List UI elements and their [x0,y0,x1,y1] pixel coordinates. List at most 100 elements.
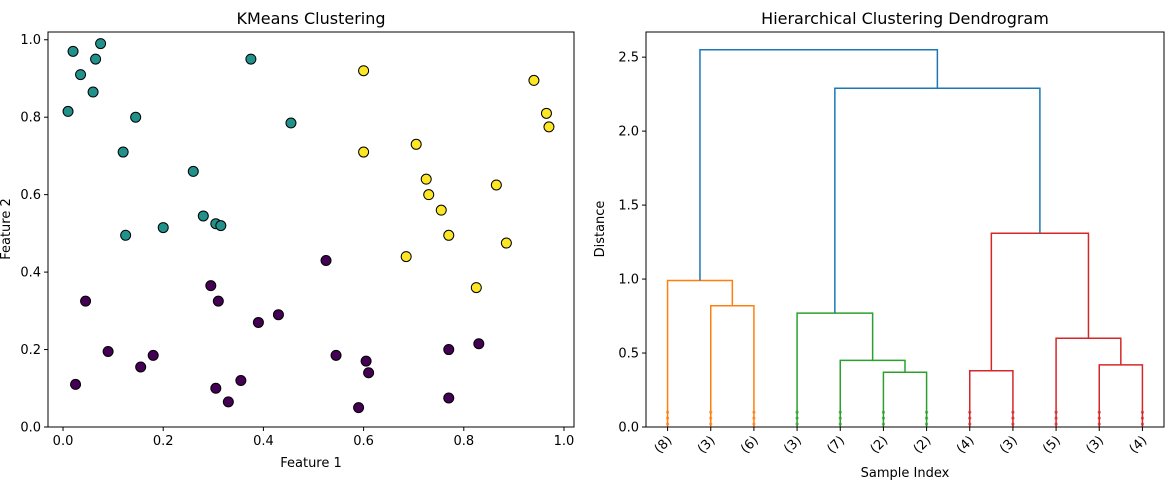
scatter-point [543,121,555,133]
scatter-point [443,344,455,356]
y-tick-label: 0.5 [618,347,639,362]
leaf-marker [709,410,713,414]
y-tick-label: 2.5 [618,51,639,66]
scatter-point [135,361,147,373]
dendrogram-y-label: Distance [593,201,608,258]
scatter-point [87,86,99,98]
scatter-point [157,222,169,234]
x-tick-label: 0.8 [453,434,474,449]
y-tick-label: 1.0 [20,33,41,48]
leaf-marker [838,416,842,420]
scatter-point [490,179,502,191]
scatter-point [147,349,159,361]
scatter-point [130,111,142,123]
leaf-marker [881,422,886,426]
leaf-marker [881,416,886,420]
leaf-marker [1011,416,1015,420]
scatter-point [90,53,102,65]
leaf-label: (3) [1083,433,1107,457]
scatter-point [410,138,422,150]
scatter-point [360,355,372,367]
leaf-label: (2) [911,433,935,457]
leaf-marker [1054,410,1058,414]
scatter-point [320,254,332,266]
kmeans-x-ticks: 0.0 0.2 0.4 0.6 0.8 1.0 [53,427,575,449]
leaf-marker [838,410,842,414]
leaf-marker [795,416,799,420]
dendrogram-leaf-markers [665,410,1145,426]
leaf-marker [795,422,799,426]
leaf-label: (4) [1127,433,1151,457]
scatter-point [470,282,482,294]
dendrogram-link [969,370,1014,427]
kmeans-title: KMeans Clustering [236,9,385,28]
dendrogram-link [882,371,928,427]
dendrogram-link [839,359,906,427]
y-tick-label: 0.6 [20,188,41,203]
dendrogram-links [666,49,1144,427]
scatter-point [75,69,87,81]
scatter-point [353,402,365,414]
kmeans-panel: KMeans Clustering 0.0 0.2 0.4 0.6 0.8 1.0 0.0… [0,9,575,471]
leaf-marker [1011,410,1015,414]
leaf-marker [795,410,799,414]
leaf-marker [1097,410,1101,414]
scatter-point [70,378,82,390]
x-tick-label: 1.0 [554,434,575,449]
leaf-label: (2) [868,433,892,457]
leaf-marker [924,422,929,426]
scatter-point [252,316,264,328]
y-tick-label: 0.4 [20,266,41,281]
scatter-point [363,367,375,379]
kmeans-axes-frame [47,31,575,428]
x-tick-label: 0.6 [353,434,374,449]
leaf-label: (6) [738,433,762,457]
scatter-point [95,38,107,50]
scatter-point [443,392,455,404]
scatter-point [358,65,370,77]
leaf-marker [1140,416,1145,420]
scatter-point [330,349,342,361]
leaf-marker [665,416,670,420]
dendrogram-link [666,279,734,427]
y-tick-label: 0.0 [618,421,639,436]
leaf-marker [665,410,670,414]
y-tick-label: 1.0 [618,273,639,288]
scatter-point [222,396,234,408]
leaf-marker [924,416,929,420]
dendrogram-panel: Hierarchical Clustering Dendrogram 0.00.… [593,9,1165,481]
scatter-point [528,74,540,86]
dendrogram-link [834,87,1041,314]
leaf-marker [752,410,756,414]
scatter-point [212,295,224,307]
leaf-marker [665,422,670,426]
leaf-label: (3) [781,433,805,457]
kmeans-x-label: Feature 1 [280,456,342,471]
dendrogram-link [699,49,939,281]
leaf-marker [968,416,972,420]
leaf-marker [1097,422,1101,426]
leaf-marker [1140,422,1145,426]
scatter-point [117,146,129,158]
scatter-point [473,338,485,350]
scatter-point [420,173,432,185]
scatter-point [197,210,209,222]
y-tick-label: 0.2 [20,343,41,358]
leaf-label: (4) [954,433,978,457]
scatter-point [358,146,370,158]
leaf-marker [1054,422,1058,426]
leaf-marker [968,410,972,414]
leaf-label: (7) [824,433,848,457]
scatter-point [285,117,297,129]
dendrogram-link [796,312,874,427]
scatter-point [245,53,257,65]
scatter-point [435,204,447,216]
leaf-marker [838,422,842,426]
leaf-marker [968,422,972,426]
leaf-label: (8) [652,433,676,457]
x-tick-label: 0.0 [53,434,74,449]
y-tick-label: 0.8 [20,111,41,126]
scatter-point [187,165,199,177]
scatter-point [215,220,227,232]
